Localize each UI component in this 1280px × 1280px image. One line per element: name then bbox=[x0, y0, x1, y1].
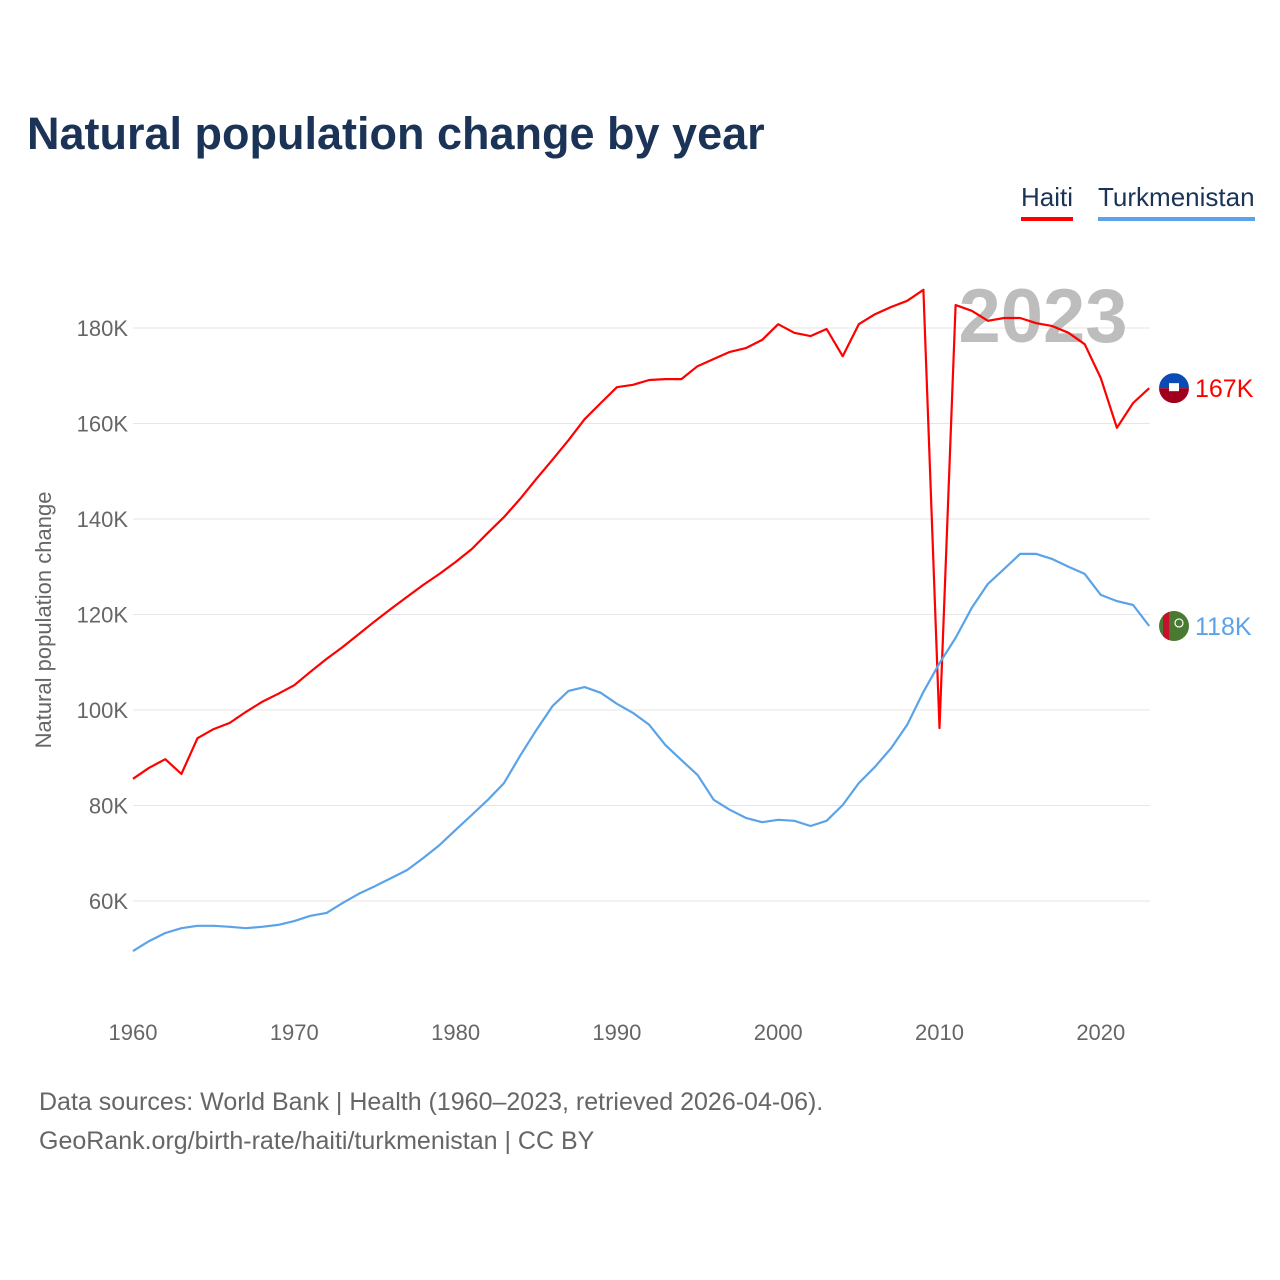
y-tick-label: 120K bbox=[77, 603, 129, 628]
y-tick-label: 60K bbox=[89, 889, 128, 914]
legend-item-haiti[interactable]: Haiti bbox=[1021, 182, 1074, 221]
series-line-haiti[interactable] bbox=[132, 288, 1150, 780]
x-tick-label: 1970 bbox=[270, 1020, 319, 1045]
y-tick-label: 140K bbox=[77, 507, 129, 532]
x-tick-label: 1990 bbox=[592, 1020, 641, 1045]
end-value-label: 167K bbox=[1195, 375, 1254, 403]
y-tick-label: 80K bbox=[89, 794, 128, 819]
x-tick-label: 2010 bbox=[915, 1020, 964, 1045]
y-axis-label: Natural population change bbox=[31, 492, 56, 749]
footer-sources: Data sources: World Bank | Health (1960–… bbox=[39, 1088, 824, 1116]
haiti-flag-icon bbox=[1159, 373, 1189, 404]
turkmenistan-flag-icon bbox=[1159, 610, 1189, 641]
x-tick-label: 2000 bbox=[754, 1020, 803, 1045]
y-tick-label: 160K bbox=[77, 412, 129, 437]
y-tick-label: 180K bbox=[77, 316, 129, 341]
x-tick-label: 1960 bbox=[109, 1020, 158, 1045]
end-value-label: 118K bbox=[1195, 613, 1252, 641]
series-line-turkmenistan[interactable] bbox=[132, 552, 1151, 953]
legend-item-turkmenistan[interactable]: Turkmenistan bbox=[1098, 182, 1255, 221]
y-tick-label: 100K bbox=[77, 698, 129, 723]
chart-title: Natural population change by year bbox=[27, 108, 765, 159]
footer-credit: GeoRank.org/birth-rate/haiti/turkmenista… bbox=[39, 1127, 595, 1155]
x-tick-label: 1980 bbox=[431, 1020, 480, 1045]
x-tick-label: 2020 bbox=[1076, 1020, 1125, 1045]
year-watermark: 2023 bbox=[958, 274, 1127, 359]
